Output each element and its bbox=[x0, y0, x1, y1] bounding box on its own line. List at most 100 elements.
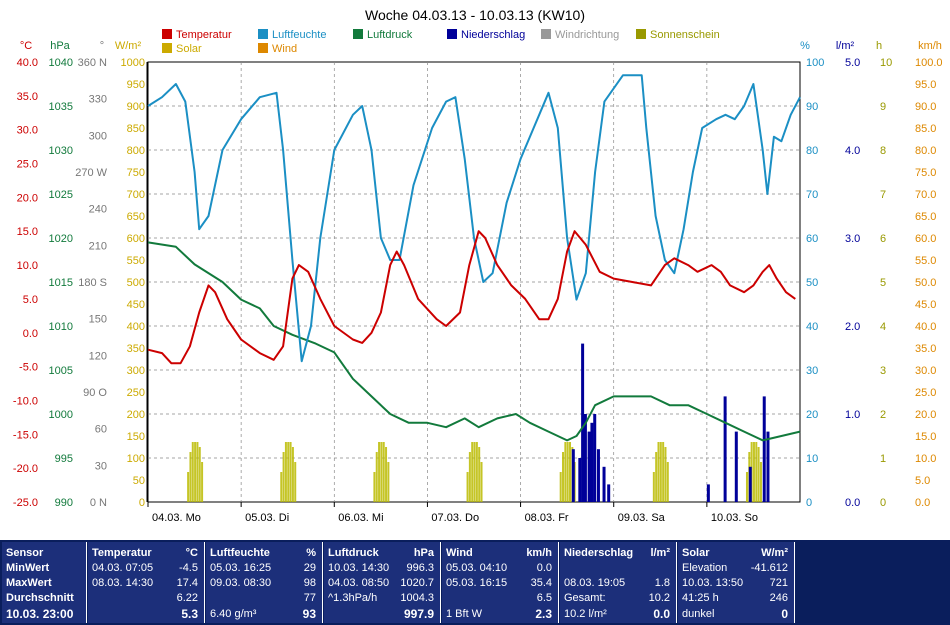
sunshine-bar bbox=[564, 442, 567, 502]
sunshine-bar bbox=[466, 472, 469, 502]
solar-tick: 750 bbox=[127, 167, 145, 179]
hum-max-time: 09.03. 08:30 bbox=[210, 577, 272, 589]
solar-hours: 41:25 h bbox=[682, 592, 719, 604]
solar-tick: 450 bbox=[127, 299, 145, 311]
humidity-tick: 40 bbox=[806, 321, 818, 333]
wind-tick: 20.0 bbox=[915, 409, 936, 421]
wdir-tick: 120 bbox=[89, 350, 107, 362]
pressure-tick: 1020 bbox=[49, 233, 73, 245]
sunshine-bar bbox=[480, 462, 483, 502]
wind-bft: 1 Bft W bbox=[446, 608, 483, 620]
sun-tick: 2 bbox=[880, 409, 886, 421]
sunshine-bar bbox=[652, 472, 655, 502]
wdir-tick: 300 bbox=[89, 130, 107, 142]
solar-tick: 150 bbox=[127, 431, 145, 443]
legend-swatch bbox=[162, 29, 172, 39]
temp-min-time: 04.03. 07:05 bbox=[92, 562, 154, 574]
wind-tick: 45.0 bbox=[915, 299, 936, 311]
press-trend: ^1.3hPa/h bbox=[328, 592, 378, 604]
wdir-tick: 330 bbox=[89, 94, 107, 106]
sunshine-bar bbox=[373, 472, 376, 502]
wind-head: Wind bbox=[446, 547, 473, 559]
rain-total: 10.2 bbox=[648, 592, 670, 604]
legend-label: Wind bbox=[272, 43, 297, 55]
humidity-tick: 80 bbox=[806, 145, 818, 157]
press-max-time: 04.03. 08:50 bbox=[328, 577, 390, 589]
row-min-label: MinWert bbox=[6, 562, 50, 574]
legend-swatch bbox=[258, 29, 268, 39]
humidity-tick: 10 bbox=[806, 453, 818, 465]
temp-tick: -15.0 bbox=[13, 429, 38, 441]
sun-tick: 7 bbox=[880, 189, 886, 201]
col-wind: Wind km/h 05.03. 04:10 0.0 05.03. 16:15 35.… bbox=[442, 542, 559, 623]
temp-tick: 15.0 bbox=[17, 226, 38, 238]
temp-tick: 0.0 bbox=[23, 328, 38, 340]
col-sensor: Sensor MinWert MaxWert Durchschnitt 10.0… bbox=[2, 542, 87, 623]
legend-swatch bbox=[258, 43, 268, 53]
sun-tick: 9 bbox=[880, 101, 886, 113]
temp-tick: -10.0 bbox=[13, 395, 38, 407]
solar-tick: 100 bbox=[127, 453, 145, 465]
wind-tick: 40.0 bbox=[915, 321, 936, 333]
sunshine-bar bbox=[559, 472, 562, 502]
humidity-tick: 0 bbox=[806, 497, 812, 509]
humidity-tick: 60 bbox=[806, 233, 818, 245]
pressure-tick: 990 bbox=[55, 497, 73, 509]
rain-tick: 5.0 bbox=[845, 57, 860, 69]
x-tick-label: 05.03. Di bbox=[245, 512, 289, 524]
press-min-time: 10.03. 14:30 bbox=[328, 562, 390, 574]
solar-unit: W/m² bbox=[115, 40, 142, 52]
wind-max: 35.4 bbox=[530, 577, 552, 589]
sunshine-bar bbox=[473, 442, 476, 502]
wdir-unit: ° bbox=[100, 40, 104, 52]
stats-table: Sensor MinWert MaxWert Durchschnitt 10.0… bbox=[0, 540, 950, 625]
humidity-unit: % bbox=[800, 40, 810, 52]
sun-tick: 1 bbox=[880, 453, 886, 465]
wind-tick: 5.0 bbox=[915, 475, 930, 487]
x-tick-label: 06.03. Mi bbox=[338, 512, 383, 524]
humidity-tick: 70 bbox=[806, 189, 818, 201]
rain-unit: l/m² bbox=[836, 40, 855, 52]
press-head: Luftdruck bbox=[328, 547, 379, 559]
wdir-tick: 360 N bbox=[78, 57, 107, 69]
wind-tick: 95.0 bbox=[915, 79, 936, 91]
press-min: 996.3 bbox=[406, 562, 434, 574]
temp-unit: °C bbox=[185, 547, 198, 559]
solar-elev: -41.612 bbox=[750, 562, 788, 574]
x-axis-labels: 04.03. Mo 05.03. Di 06.03. Mi 07.03. Do 08.0… bbox=[147, 502, 758, 524]
precip-bar bbox=[578, 458, 582, 502]
legend-swatch bbox=[162, 43, 172, 53]
sunshine-bar bbox=[752, 442, 755, 502]
sunshine-bar bbox=[468, 452, 471, 502]
sunshine-bar bbox=[385, 447, 388, 502]
press-max: 1020.7 bbox=[400, 577, 434, 589]
hum-avg: 77 bbox=[303, 592, 316, 604]
wind-tick: 75.0 bbox=[915, 167, 936, 179]
solar-tick: 600 bbox=[127, 233, 145, 245]
sunshine-bar bbox=[287, 442, 290, 502]
solar-tick: 400 bbox=[127, 321, 145, 333]
precip-bar bbox=[583, 414, 587, 502]
pressure-line bbox=[147, 241, 801, 442]
solar-tick: 250 bbox=[127, 387, 145, 399]
legend-label: Luftdruck bbox=[367, 29, 413, 41]
row-avg-label: Durchschnitt bbox=[6, 592, 74, 604]
legend-label: Luftfeuchte bbox=[272, 29, 326, 41]
precip-bar bbox=[706, 484, 710, 502]
x-tick-label: 08.03. Fr bbox=[525, 512, 569, 524]
rain-unit: l/m² bbox=[650, 547, 670, 559]
rain-sum: 10.2 l/m² bbox=[564, 608, 607, 620]
sunshine-bar bbox=[187, 472, 190, 502]
chart-title: Woche 04.03.13 - 10.03.13 (KW10) bbox=[365, 7, 585, 23]
temp-max: 17.4 bbox=[176, 577, 198, 589]
temp-tick: 30.0 bbox=[17, 125, 38, 137]
rain-tick: 2.0 bbox=[845, 321, 860, 333]
press-avg: 1004.3 bbox=[400, 592, 434, 604]
sunshine-bar bbox=[198, 447, 201, 502]
solar-tick: 500 bbox=[127, 277, 145, 289]
legend-label: Solar bbox=[176, 43, 202, 55]
sunshine-bar bbox=[478, 447, 481, 502]
wind-tick: 85.0 bbox=[915, 123, 936, 135]
temp-tick: -20.0 bbox=[13, 463, 38, 475]
sunshine-bar bbox=[194, 442, 197, 502]
